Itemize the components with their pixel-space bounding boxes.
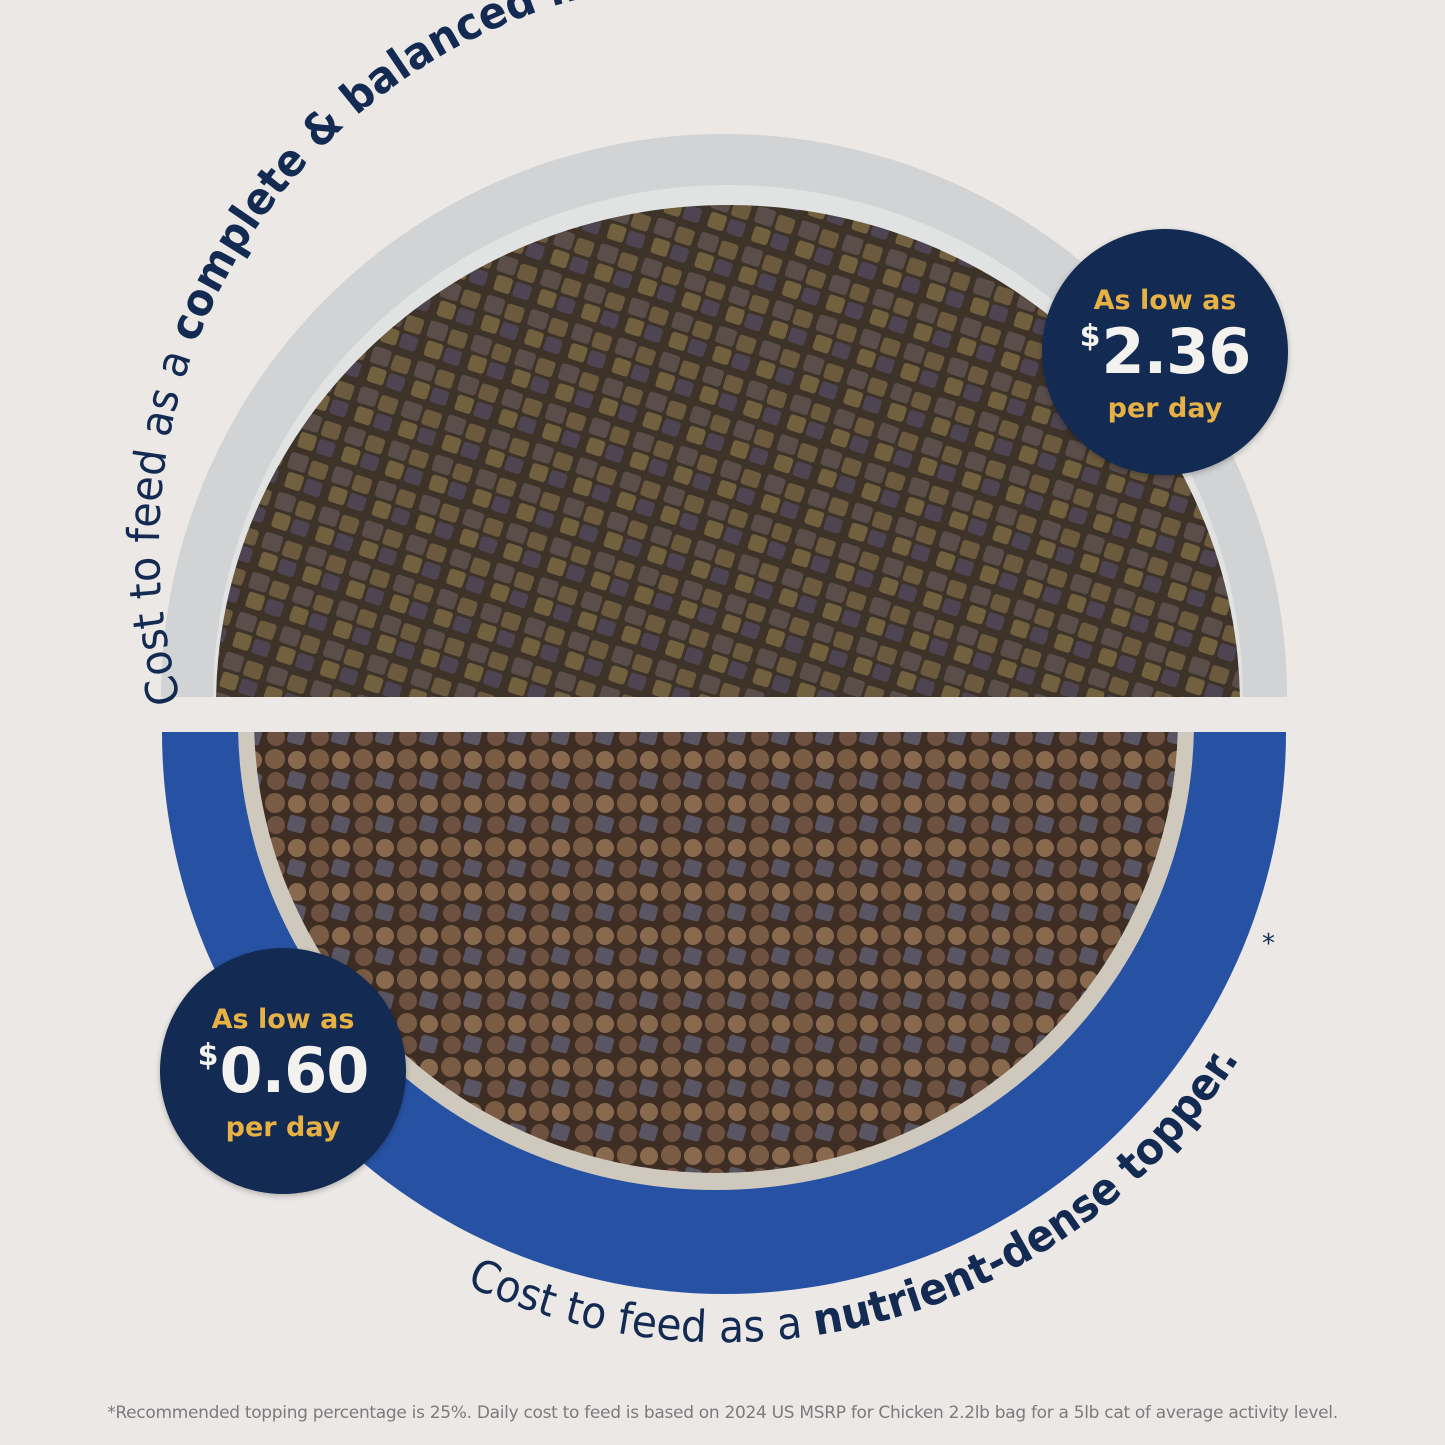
topper-price-badge: As low as $0.60 per day — [160, 948, 406, 1194]
full-meal-bowl — [161, 134, 1287, 697]
badge-price: $2.36 — [1079, 315, 1252, 388]
badge-unit: per day — [1107, 393, 1223, 424]
badge-price: $0.60 — [197, 1034, 370, 1107]
badge-label: As low as — [211, 1004, 355, 1035]
freeze-dried-food — [216, 205, 1240, 697]
kibble-with-topper — [254, 732, 1178, 1173]
badge-label: As low as — [1093, 285, 1237, 316]
meal-price-badge: As low as $2.36 per day — [1042, 229, 1288, 475]
footnote: *Recommended topping percentage is 25%. … — [107, 1403, 1338, 1423]
topper-bowl — [162, 732, 1286, 1294]
badge-unit: per day — [225, 1112, 341, 1143]
asterisk: * — [1262, 929, 1275, 959]
